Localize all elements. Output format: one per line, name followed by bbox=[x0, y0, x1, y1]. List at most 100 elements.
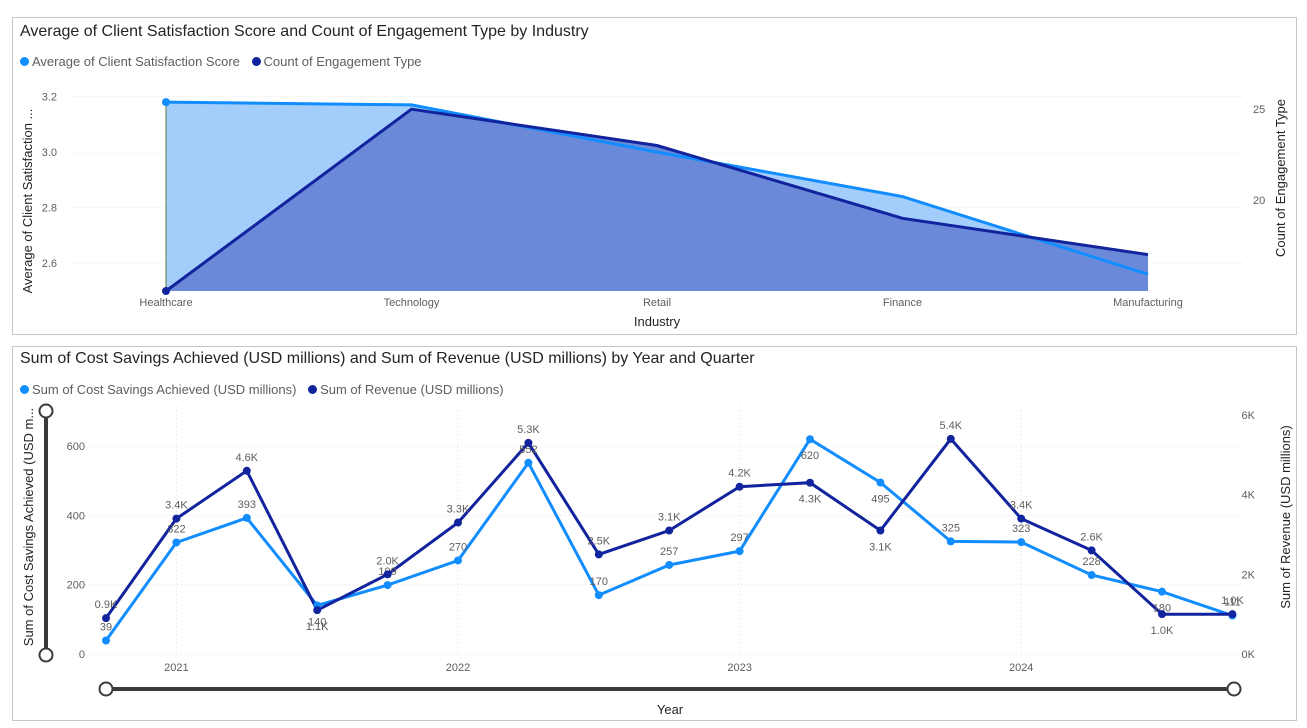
legend-label: Sum of Cost Savings Achieved (USD millio… bbox=[32, 382, 297, 397]
x-tick-label: Manufacturing bbox=[1113, 297, 1183, 309]
data-label-savings: 323 bbox=[1012, 523, 1030, 535]
y2-axis-title: Count of Engagement Type bbox=[1273, 99, 1288, 257]
data-point-count bbox=[162, 287, 170, 295]
data-label-revenue: 4.2K bbox=[728, 468, 751, 480]
y-tick-label: 200 bbox=[67, 580, 85, 592]
data-label-revenue: 3.3K bbox=[447, 504, 470, 516]
legend-marker-icon bbox=[20, 385, 29, 394]
data-label-revenue: 4.6K bbox=[235, 452, 258, 464]
data-point-revenue bbox=[454, 518, 462, 527]
data-label-revenue: 1.0K bbox=[1221, 595, 1244, 607]
data-label-savings: 180 bbox=[1153, 603, 1171, 615]
data-label-savings: 257 bbox=[660, 546, 678, 558]
legend-item-revenue[interactable]: Sum of Revenue (USD millions) bbox=[308, 382, 504, 397]
data-label-revenue: 2.5K bbox=[587, 535, 610, 547]
chart-title: Average of Client Satisfaction Score and… bbox=[20, 23, 589, 40]
area-chart-plot: 2.6 2.8 3.0 3.2 20 25 Healthcare Technology Reta… bbox=[20, 92, 1288, 329]
data-label-savings: 620 bbox=[801, 450, 819, 462]
data-point-revenue bbox=[1158, 610, 1166, 619]
legend-label: Average of Client Satisfaction Score bbox=[32, 54, 240, 69]
legend-item-score[interactable]: Average of Client Satisfaction Score bbox=[20, 54, 240, 69]
legend-marker-icon bbox=[20, 57, 29, 66]
x-zoom-slider[interactable] bbox=[98, 681, 1242, 697]
data-point-revenue bbox=[665, 526, 674, 535]
x-axis-title: Year bbox=[657, 702, 684, 717]
y-tick-label: 600 bbox=[67, 441, 85, 453]
y-axis-title: Average of Client Satisfaction ... bbox=[20, 109, 35, 294]
data-point-revenue bbox=[172, 514, 181, 523]
x-tick-label: 2023 bbox=[727, 662, 751, 674]
data-point-savings bbox=[806, 435, 814, 444]
data-label-revenue: 3.1K bbox=[658, 512, 681, 524]
data-point-savings bbox=[102, 636, 110, 645]
data-label-savings: 393 bbox=[238, 499, 256, 511]
chart-legend: Sum of Cost Savings Achieved (USD millio… bbox=[20, 382, 512, 397]
y-zoom-handle-bottom[interactable] bbox=[38, 647, 54, 663]
data-label-savings: 111 bbox=[1224, 597, 1241, 609]
data-point-savings bbox=[172, 538, 181, 547]
y-tick-label: 2.8 bbox=[42, 203, 57, 215]
data-point-savings bbox=[876, 478, 885, 487]
data-point-savings bbox=[383, 581, 392, 590]
data-point-revenue bbox=[806, 478, 814, 487]
data-label-revenue: 1.0K bbox=[1151, 625, 1174, 637]
x-tick-label: Healthcare bbox=[139, 297, 192, 309]
data-point-revenue bbox=[524, 438, 533, 447]
series-line-savings bbox=[104, 437, 1233, 642]
y-tick-label: 3.2 bbox=[42, 92, 57, 104]
data-label-revenue: 0.9K bbox=[95, 599, 118, 611]
data-label-savings: 270 bbox=[449, 541, 467, 553]
y2-axis-title: Sum of Revenue (USD millions) bbox=[1278, 425, 1293, 609]
legend-item-savings[interactable]: Sum of Cost Savings Achieved (USD millio… bbox=[20, 382, 296, 397]
x-tick-label: 2022 bbox=[446, 662, 470, 674]
legend-label: Count of Engagement Type bbox=[263, 54, 422, 69]
y2-tick-label: 4K bbox=[1242, 490, 1256, 502]
data-point-savings bbox=[524, 458, 533, 467]
data-point-revenue bbox=[102, 614, 110, 623]
data-point-savings bbox=[594, 591, 603, 600]
data-point-savings bbox=[1017, 538, 1026, 547]
data-label-revenue: 1.1K bbox=[306, 621, 329, 633]
legend-item-count[interactable]: Count of Engagement Type bbox=[251, 54, 422, 69]
y2-tick-label: 6K bbox=[1242, 410, 1256, 422]
x-tick-label: 2021 bbox=[164, 662, 188, 674]
x-zoom-handle-right[interactable] bbox=[1226, 681, 1242, 697]
y2-tick-label: 20 bbox=[1253, 195, 1265, 207]
line-chart-visual[interactable]: Sum of Cost Savings Achieved (USD millio… bbox=[12, 346, 1297, 721]
y-axis-title: Sum of Cost Savings Achieved (USD m... bbox=[21, 408, 36, 646]
area-chart-visual[interactable]: Average of Client Satisfaction Score and… bbox=[12, 17, 1297, 335]
series-line-count bbox=[165, 107, 1149, 293]
y-tick-label: 400 bbox=[67, 510, 85, 522]
data-label-savings: 297 bbox=[730, 532, 748, 544]
data-point-savings bbox=[454, 556, 462, 565]
data-point-revenue bbox=[383, 570, 392, 579]
data-point-revenue bbox=[876, 526, 885, 535]
data-point-savings bbox=[242, 513, 251, 522]
chart-legend: Average of Client Satisfaction Score Cou… bbox=[20, 54, 430, 69]
data-label-savings: 322 bbox=[167, 523, 185, 535]
y-zoom-slider[interactable] bbox=[38, 403, 54, 663]
y-zoom-handle-top[interactable] bbox=[38, 403, 54, 419]
data-label-revenue: 3.1K bbox=[869, 542, 892, 554]
data-label-revenue: 3.4K bbox=[165, 500, 188, 512]
legend-marker-icon bbox=[251, 57, 261, 66]
data-point-savings bbox=[735, 547, 744, 556]
data-point-savings bbox=[946, 537, 955, 546]
legend-marker-icon bbox=[308, 385, 318, 394]
data-label-savings: 552 bbox=[519, 444, 537, 456]
data-point-savings bbox=[1158, 587, 1166, 596]
x-zoom-handle-left[interactable] bbox=[98, 681, 114, 697]
y2-tick-label: 2K bbox=[1242, 569, 1256, 581]
data-label-revenue: 4.3K bbox=[799, 494, 822, 506]
x-axis-title: Industry bbox=[634, 314, 681, 329]
series-area-count bbox=[166, 109, 1148, 291]
y2-tick-label: 0K bbox=[1242, 649, 1256, 661]
y2-tick-label: 25 bbox=[1253, 104, 1265, 116]
y-tick-label: 0 bbox=[79, 649, 85, 661]
line-chart-plot: 0 200 400 600 0K 2K 4K 6K 2021 2022 2023 2024 39 322 3… bbox=[21, 403, 1293, 717]
data-label-revenue: 5.3K bbox=[517, 424, 540, 436]
x-tick-label: 2024 bbox=[1009, 662, 1033, 674]
x-tick-label: Technology bbox=[384, 297, 440, 309]
data-label-savings: 325 bbox=[942, 522, 960, 534]
data-label-savings: 228 bbox=[1082, 556, 1100, 568]
